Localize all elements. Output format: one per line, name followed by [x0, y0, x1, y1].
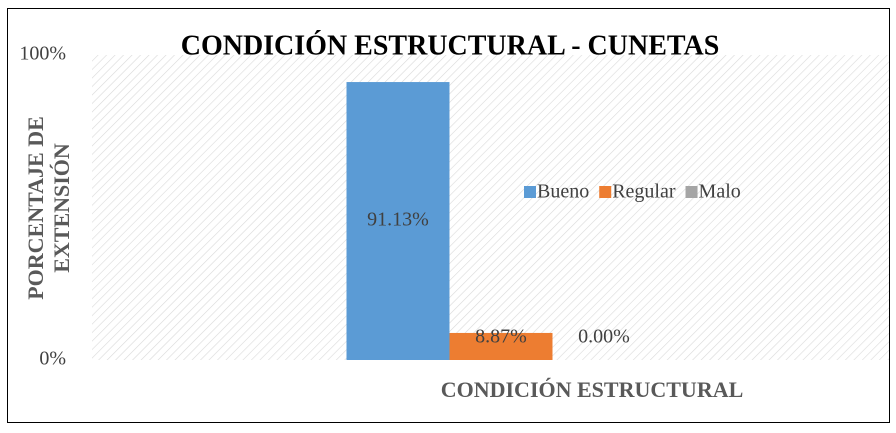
plot-area — [92, 55, 889, 360]
y-axis-label: PORCENTAJE DE — [23, 116, 48, 300]
chart-title: CONDICIÓN ESTRUCTURAL - CUNETAS — [181, 30, 720, 61]
y-axis-label: EXTENSIÓN — [49, 143, 74, 273]
legend-label: Regular — [612, 181, 676, 203]
x-axis-label: CONDICIÓN ESTRUCTURAL — [441, 377, 744, 402]
legend-swatch — [524, 186, 536, 198]
legend-swatch — [599, 186, 612, 198]
y-tick-label: 0% — [39, 348, 66, 370]
legend-label: Bueno — [537, 181, 589, 203]
data-label: 8.87% — [475, 326, 527, 348]
data-label: 91.13% — [367, 209, 429, 231]
data-label: 0.00% — [578, 326, 630, 348]
legend-label: Malo — [699, 181, 741, 203]
bar — [449, 332, 553, 360]
bar — [346, 82, 450, 360]
y-tick-label: 100% — [19, 43, 66, 65]
legend-swatch — [685, 186, 698, 198]
